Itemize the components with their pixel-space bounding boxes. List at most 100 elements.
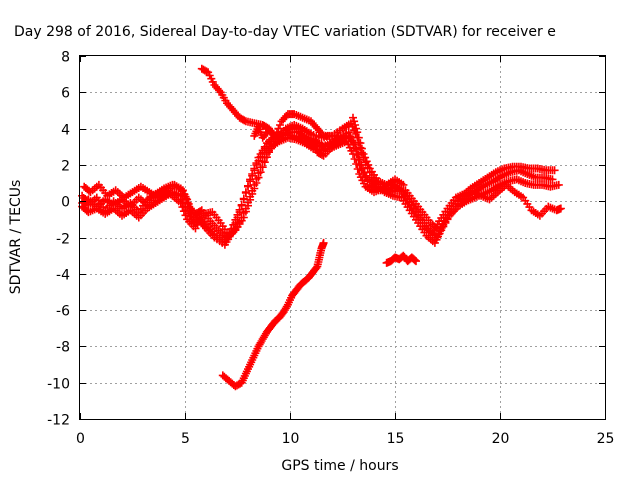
y-tick-label: -6: [56, 304, 70, 320]
data-point: [282, 302, 291, 311]
data-point: [350, 117, 359, 126]
x-tick-label: 5: [181, 431, 190, 447]
data-point: [276, 121, 284, 129]
data-point: [319, 238, 328, 247]
y-tick-label: -12: [47, 413, 70, 429]
data-point: [349, 113, 357, 122]
data-point: [239, 195, 248, 204]
series-6: [250, 122, 343, 160]
series-8: [218, 238, 328, 391]
data-point: [176, 191, 185, 200]
x-tick-label: 20: [492, 431, 510, 447]
x-axis-label: GPS time / hours: [281, 458, 398, 474]
y-tick-label: -10: [47, 377, 70, 393]
data-point: [176, 199, 185, 207]
data-point: [200, 222, 209, 231]
grid: [80, 56, 605, 419]
data-point: [250, 180, 259, 189]
data-point: [364, 160, 373, 169]
data-point: [352, 160, 361, 168]
data-point: [215, 86, 224, 95]
y-tick-label: 0: [61, 195, 70, 211]
y-tick-label: 4: [61, 123, 70, 139]
data-point: [82, 196, 91, 205]
data-point: [359, 150, 368, 158]
y-tick-label: 8: [61, 50, 70, 66]
data-point: [240, 116, 249, 125]
data-point: [181, 211, 190, 220]
data-point: [274, 124, 283, 133]
series-3: [78, 128, 563, 249]
series-9: [382, 251, 420, 267]
data-point: [248, 171, 257, 180]
data-point: [350, 155, 359, 163]
y-tick-label: 6: [61, 86, 70, 102]
data-point: [361, 153, 370, 162]
data-point: [244, 182, 252, 191]
data-point: [256, 163, 265, 172]
data-point: [554, 180, 563, 189]
data-point: [241, 204, 250, 213]
data-point: [254, 169, 263, 178]
data-point: [556, 204, 565, 213]
data-point: [246, 192, 255, 201]
data-point: [334, 131, 343, 140]
data-point: [178, 186, 187, 195]
data-point: [362, 157, 371, 166]
data-point: [399, 180, 408, 189]
x-axis: 0 5 10 15 20 25: [76, 56, 614, 447]
chart-title: Day 298 of 2016, Sidereal Day-to-day VTE…: [14, 24, 556, 40]
series-4: [78, 133, 565, 240]
data-point: [179, 207, 188, 216]
y-tick-label: -8: [56, 340, 70, 356]
y-axis: -12 -10 -8 -6 -4 -2 0 2 4 6 8: [47, 50, 605, 429]
data-point: [237, 213, 246, 222]
data-point: [237, 201, 246, 210]
data-point: [202, 67, 211, 76]
y-axis-label: SDTVAR / TECUs: [8, 180, 24, 295]
data-point: [357, 144, 366, 153]
data-point: [256, 152, 265, 161]
data-point: [241, 189, 250, 197]
data-point: [351, 121, 360, 129]
data-point: [252, 175, 261, 183]
data-point: [362, 171, 371, 180]
plot-frame: [79, 55, 606, 420]
x-tick-label: 15: [387, 431, 405, 447]
data-point: [235, 208, 244, 217]
y-tick-label: -4: [56, 268, 70, 284]
x-tick-label: 25: [597, 431, 615, 447]
plot-area: [78, 64, 565, 391]
data-point: [252, 160, 261, 169]
data-point: [182, 194, 191, 203]
data-point: [360, 168, 369, 177]
data-point: [239, 209, 248, 217]
data-point: [353, 165, 362, 173]
data-point: [352, 124, 361, 133]
data-point: [178, 203, 187, 212]
data-point: [356, 139, 365, 148]
data-point: [248, 186, 257, 195]
y-tick-label: 2: [61, 159, 70, 175]
data-point: [351, 140, 360, 149]
data-point: [318, 150, 326, 159]
data-point: [548, 175, 557, 184]
data-point: [312, 263, 321, 272]
data-point: [412, 257, 420, 266]
data-point: [352, 145, 361, 154]
data-point: [354, 150, 363, 159]
series-2: [80, 119, 559, 242]
data-point: [349, 150, 357, 158]
y-tick-label: -2: [56, 232, 70, 248]
data-point: [235, 218, 244, 227]
x-tick-label: 10: [282, 431, 300, 447]
data-point: [410, 256, 419, 265]
data-point: [354, 133, 363, 142]
data-point: [353, 128, 362, 137]
x-tick-label: 0: [76, 431, 85, 447]
series-7: [349, 113, 408, 189]
data-point: [244, 198, 252, 207]
data-point: [250, 166, 259, 175]
data-point: [550, 166, 559, 175]
